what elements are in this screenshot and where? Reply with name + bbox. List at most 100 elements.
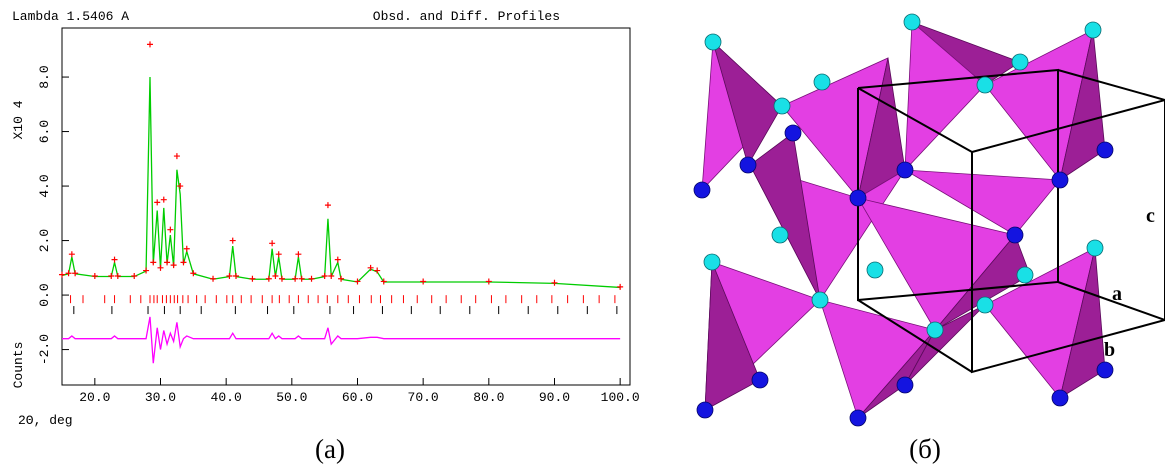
atom xyxy=(814,74,830,90)
x-tick-label: 50.0 xyxy=(276,390,307,405)
observed-point xyxy=(279,276,285,282)
y-tick-label: 6.0 xyxy=(37,120,52,143)
observed-point xyxy=(69,251,75,257)
plot-area: 20.0 30.0 40.0 50.0 60.0 70.0 80.0 90.0 100.0 -2.… xyxy=(37,41,640,405)
observed-point xyxy=(157,265,163,271)
x-axis-label: 2Θ, deg xyxy=(18,413,73,428)
observed-point xyxy=(233,273,239,279)
observed-point xyxy=(266,276,272,282)
atom xyxy=(927,322,943,338)
y-tick-label: 0.0 xyxy=(37,283,52,306)
observed-point xyxy=(226,273,232,279)
x-tick-label: 70.0 xyxy=(408,390,439,405)
x-tick-label: 90.0 xyxy=(539,390,570,405)
caption-b: (б) xyxy=(909,434,941,464)
observed-point xyxy=(180,259,186,265)
observed-point xyxy=(551,280,557,286)
observed-point xyxy=(322,273,328,279)
observed-point xyxy=(374,268,380,274)
atom xyxy=(772,227,788,243)
atom xyxy=(1097,142,1113,158)
observed-point xyxy=(486,278,492,284)
x-tick-label: 30.0 xyxy=(145,390,176,405)
atom xyxy=(785,125,801,141)
atom xyxy=(694,182,710,198)
profile-line xyxy=(62,77,620,287)
observed-point xyxy=(309,276,315,282)
atom xyxy=(904,14,920,30)
atom xyxy=(1085,22,1101,38)
figure: Lambda 1.5406 A Obsd. and Diff. Profiles… xyxy=(0,0,1165,468)
observed-point xyxy=(174,153,180,159)
atom xyxy=(704,254,720,270)
chart-title: Obsd. and Diff. Profiles xyxy=(373,9,560,24)
atom xyxy=(850,190,866,206)
observed-point xyxy=(230,238,236,244)
observed-point xyxy=(269,240,275,246)
observed-point xyxy=(190,270,196,276)
x-tick-label: 60.0 xyxy=(342,390,373,405)
atom xyxy=(1017,267,1033,283)
chart-subtitle: Lambda 1.5406 A xyxy=(12,9,129,24)
observed-point xyxy=(147,41,153,47)
observed-point xyxy=(328,273,334,279)
observed-point xyxy=(72,270,78,276)
caption-a: (a) xyxy=(315,434,345,464)
axis-label: c xyxy=(1146,205,1155,227)
observed-point xyxy=(272,273,278,279)
observed-point xyxy=(295,251,301,257)
observed-point xyxy=(154,199,160,205)
observed-point xyxy=(325,202,331,208)
y-tick-label: 8.0 xyxy=(37,65,52,88)
observed-point xyxy=(299,276,305,282)
observed-point xyxy=(167,227,173,233)
observed-point xyxy=(115,273,121,279)
observed-point xyxy=(249,276,255,282)
observed-point xyxy=(150,259,156,265)
atom xyxy=(977,77,993,93)
atom xyxy=(812,292,828,308)
observed-point xyxy=(108,273,114,279)
atom xyxy=(1012,54,1028,70)
atom xyxy=(897,377,913,393)
atom xyxy=(850,410,866,426)
atom xyxy=(1052,390,1068,406)
y-axis-label-lower: Counts xyxy=(11,342,26,389)
atom xyxy=(752,372,768,388)
profile-line xyxy=(62,317,620,363)
axis-label: b xyxy=(1104,339,1115,361)
atom xyxy=(1097,362,1113,378)
observed-point xyxy=(420,278,426,284)
chart-a: Lambda 1.5406 A Obsd. and Diff. Profiles… xyxy=(11,9,640,428)
atom xyxy=(740,157,756,173)
observed-point xyxy=(292,276,298,282)
observed-point xyxy=(210,276,216,282)
observed-point xyxy=(276,251,282,257)
atom xyxy=(697,402,713,418)
atom xyxy=(897,162,913,178)
atom xyxy=(774,98,790,114)
atom xyxy=(977,297,993,313)
y-tick-label: -2.0 xyxy=(37,334,52,365)
atom xyxy=(705,34,721,50)
observed-point xyxy=(177,183,183,189)
atom xyxy=(1087,240,1103,256)
y-tick-label: 4.0 xyxy=(37,174,52,197)
observed-point xyxy=(335,257,341,263)
x-tick-label: 100.0 xyxy=(601,390,640,405)
observed-point xyxy=(338,276,344,282)
crystal-structure: c a b xyxy=(694,14,1165,426)
observed-point xyxy=(131,273,137,279)
observed-point xyxy=(164,259,170,265)
observed-point xyxy=(92,273,98,279)
x-tick-label: 20.0 xyxy=(79,390,110,405)
observed-point xyxy=(171,262,177,268)
axis-label: a xyxy=(1112,283,1122,305)
observed-point xyxy=(617,284,623,290)
x-tick-label: 40.0 xyxy=(211,390,242,405)
y-axis-label: X10 4 xyxy=(11,100,26,139)
observed-point xyxy=(184,246,190,252)
atom xyxy=(1007,227,1023,243)
x-tick-label: 80.0 xyxy=(473,390,504,405)
atom xyxy=(867,262,883,278)
